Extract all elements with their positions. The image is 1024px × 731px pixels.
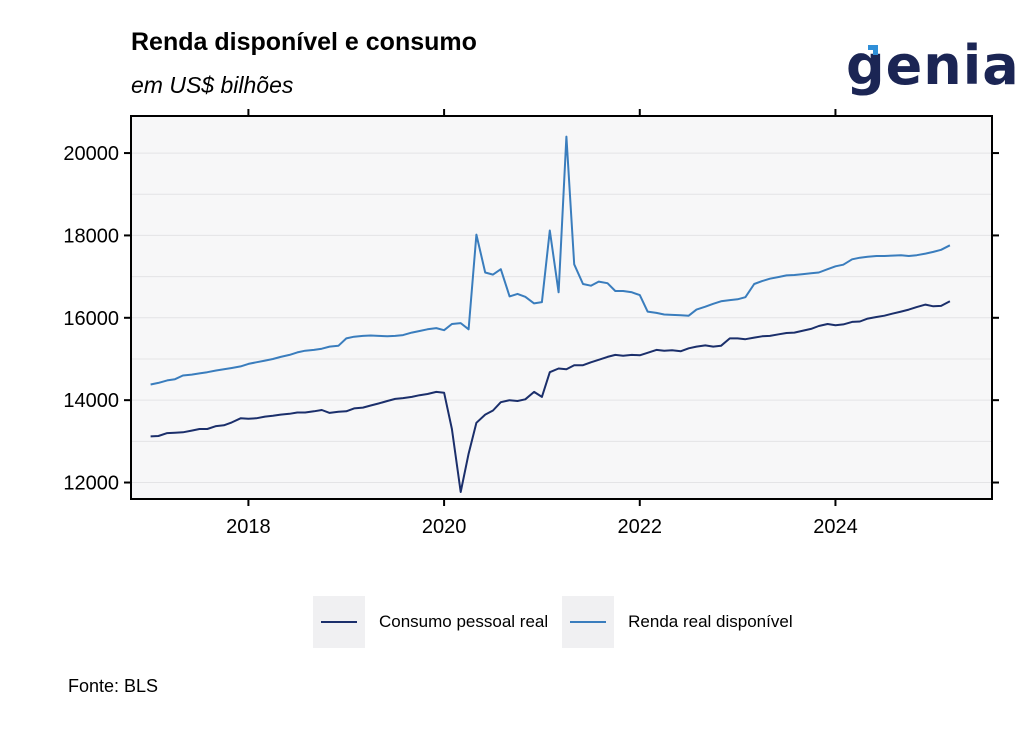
legend-line-icon [570,621,607,623]
legend-label-renda: Renda real disponível [628,612,793,631]
series-line-consumo [150,300,951,493]
x-tick-label: 2022 [618,516,663,538]
legend-key-consumo [313,596,365,648]
y-tick-label: 16000 [63,308,119,330]
plot-border [130,115,993,500]
logo-wordmark: genial [846,34,1024,97]
genial-logo: genial [846,34,1024,102]
plot-panel [131,116,992,499]
chart-subtitle: em US$ bilhões [131,72,294,98]
y-tick-label: 18000 [63,225,119,247]
series-line-renda [150,135,951,386]
legend-key-renda [562,596,615,648]
x-tick-label: 2018 [226,516,271,538]
legend-item-renda: Renda real disponível [562,596,793,648]
legend-line-icon [321,621,357,623]
y-tick-label: 14000 [63,390,119,412]
legend-item-consumo: Consumo pessoal real [313,596,548,648]
x-tick-label: 2024 [813,516,858,538]
logo-accent-icon [868,45,878,55]
legend-label-consumo: Consumo pessoal real [379,612,549,631]
y-tick-label: 12000 [63,473,119,495]
source-note: Fonte: BLS [68,676,159,696]
chart-title: Renda disponível e consumo [131,28,477,56]
chart-legend: Consumo pessoal real Renda real disponív… [313,596,807,648]
x-tick-label: 2020 [422,516,467,538]
y-tick-label: 20000 [63,143,119,165]
